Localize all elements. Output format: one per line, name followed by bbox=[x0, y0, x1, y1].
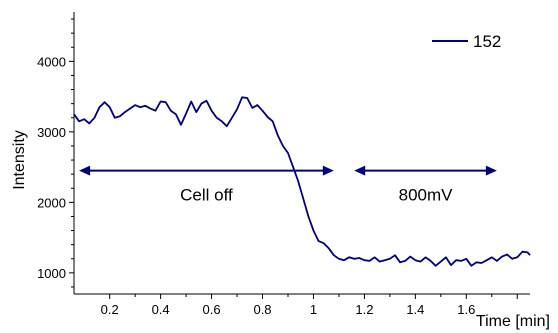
legend: 152 bbox=[432, 32, 501, 51]
series-layer bbox=[73, 96, 531, 267]
y-tick-label: 2000 bbox=[37, 195, 66, 210]
y-tick-label: 3000 bbox=[37, 125, 66, 140]
x-tick-label: 0.4 bbox=[152, 302, 170, 317]
y-axis-title: Intensity bbox=[11, 130, 28, 190]
plot-frame bbox=[73, 12, 530, 295]
x-tick-label: 0.2 bbox=[101, 302, 119, 317]
x-tick-label: 0.6 bbox=[203, 302, 221, 317]
annotation-arrowhead-right bbox=[485, 165, 497, 176]
x-tick-label: 1.6 bbox=[457, 302, 475, 317]
y-tick-label: 4000 bbox=[37, 54, 66, 69]
legend-label-152: 152 bbox=[473, 32, 501, 51]
y-ticks: 1000 2000 3000 4000 bbox=[37, 18, 74, 288]
x-axis-title: Time [min] bbox=[476, 313, 550, 330]
x-tick-label: 1 bbox=[310, 302, 317, 317]
y-tick-label: 1000 bbox=[37, 266, 66, 281]
x-tick-label: 1.4 bbox=[406, 302, 424, 317]
series-line-152 bbox=[73, 96, 531, 267]
x-ticks: 0.2 0.4 0.6 0.8 1 1.2 1.4 1.6 bbox=[101, 294, 518, 317]
annotation-arrowhead-left bbox=[79, 165, 91, 176]
x-tick-label: 0.8 bbox=[253, 302, 271, 317]
annotation-layer: Cell off 800mV bbox=[79, 165, 497, 205]
annotation-label: Cell off bbox=[180, 186, 233, 205]
annotation-arrowhead-right bbox=[322, 165, 334, 176]
annotation-label: 800mV bbox=[399, 186, 454, 205]
x-tick-label: 1.2 bbox=[355, 302, 373, 317]
annotation-arrowhead-left bbox=[354, 165, 366, 176]
